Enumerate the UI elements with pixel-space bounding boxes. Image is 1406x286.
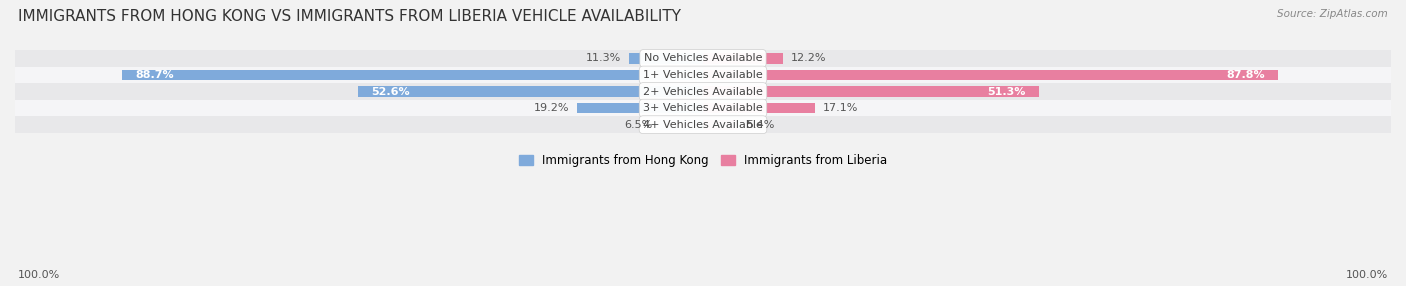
- Text: 2+ Vehicles Available: 2+ Vehicles Available: [643, 87, 763, 97]
- Text: 100.0%: 100.0%: [1346, 270, 1388, 280]
- Text: 6.5%: 6.5%: [624, 120, 652, 130]
- Bar: [15, 67, 1391, 83]
- Bar: [703, 70, 1278, 80]
- Text: 3+ Vehicles Available: 3+ Vehicles Available: [643, 103, 763, 113]
- Bar: [703, 120, 738, 130]
- Text: IMMIGRANTS FROM HONG KONG VS IMMIGRANTS FROM LIBERIA VEHICLE AVAILABILITY: IMMIGRANTS FROM HONG KONG VS IMMIGRANTS …: [18, 9, 682, 23]
- Text: 100.0%: 100.0%: [18, 270, 60, 280]
- Text: 87.8%: 87.8%: [1226, 70, 1265, 80]
- Bar: [703, 86, 1039, 97]
- Text: 11.3%: 11.3%: [586, 53, 621, 63]
- Bar: [15, 50, 1391, 67]
- Bar: [15, 116, 1391, 133]
- Bar: [359, 86, 703, 97]
- Bar: [15, 83, 1391, 100]
- Text: 88.7%: 88.7%: [135, 70, 173, 80]
- Text: 1+ Vehicles Available: 1+ Vehicles Available: [643, 70, 763, 80]
- Bar: [15, 100, 1391, 116]
- Text: 19.2%: 19.2%: [534, 103, 569, 113]
- Bar: [122, 70, 703, 80]
- Text: 5.4%: 5.4%: [747, 120, 775, 130]
- Legend: Immigrants from Hong Kong, Immigrants from Liberia: Immigrants from Hong Kong, Immigrants fr…: [513, 149, 893, 172]
- Bar: [703, 53, 783, 63]
- Text: No Vehicles Available: No Vehicles Available: [644, 53, 762, 63]
- Text: Source: ZipAtlas.com: Source: ZipAtlas.com: [1277, 9, 1388, 19]
- Text: 4+ Vehicles Available: 4+ Vehicles Available: [643, 120, 763, 130]
- Bar: [578, 103, 703, 113]
- Text: 12.2%: 12.2%: [790, 53, 827, 63]
- Text: 17.1%: 17.1%: [823, 103, 858, 113]
- Bar: [703, 103, 815, 113]
- Bar: [628, 53, 703, 63]
- Text: 51.3%: 51.3%: [987, 87, 1026, 97]
- Bar: [661, 120, 703, 130]
- Text: 52.6%: 52.6%: [371, 87, 411, 97]
